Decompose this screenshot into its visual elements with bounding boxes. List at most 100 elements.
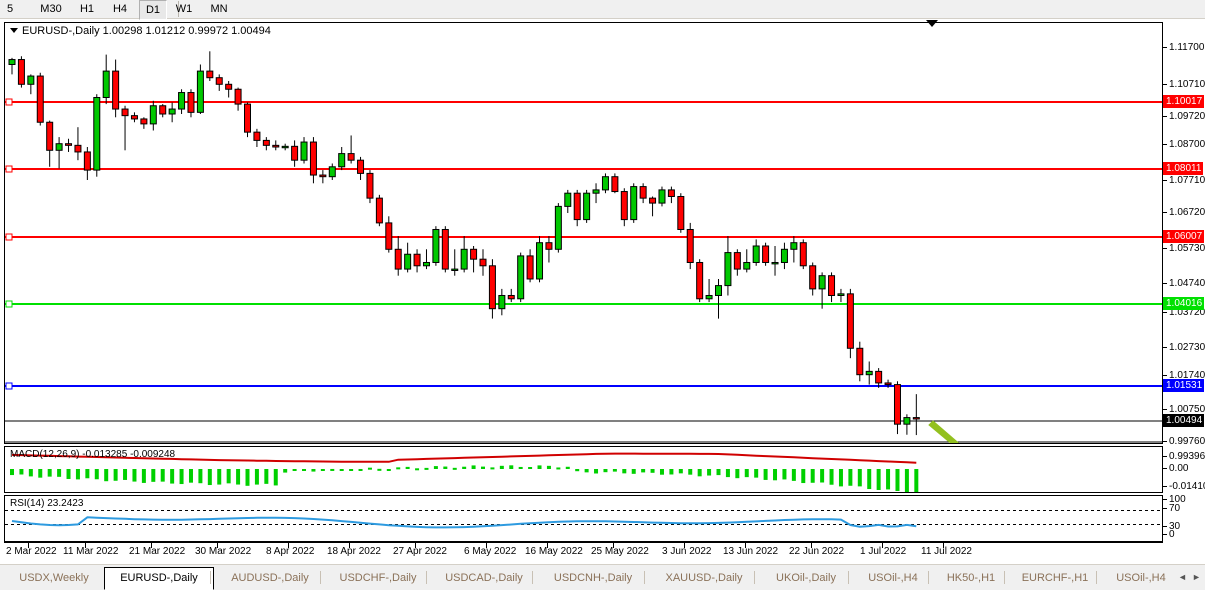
- macd-histogram-bar: [575, 469, 580, 472]
- chart-tab-usdx-weekly[interactable]: USDX,Weekly: [19, 572, 89, 584]
- candlestick: [17, 56, 25, 88]
- candlestick: [112, 59, 120, 118]
- level-price-badge-resistance[interactable]: 1.10017: [1163, 95, 1205, 108]
- chart-tab-hk50-h1[interactable]: HK50-,H1: [946, 572, 996, 584]
- price-chart-panel[interactable]: [4, 22, 1163, 444]
- macd-histogram-bar: [641, 469, 646, 473]
- candlestick: [865, 361, 873, 385]
- macd-signal-line: [11, 452, 917, 464]
- price-tick-label: 0.99760: [1163, 436, 1205, 447]
- price-tick-label: 1.05730: [1163, 243, 1205, 254]
- level-handle[interactable]: [5, 233, 13, 241]
- candlestick: [451, 249, 459, 276]
- macd-histogram-bar: [415, 468, 420, 471]
- macd-histogram-bar: [528, 467, 533, 470]
- tick-value: 1.11700: [1169, 42, 1205, 53]
- macd-histogram-bar: [405, 466, 410, 469]
- time-tick-mark: [811, 543, 812, 548]
- chart-tab-audusd-daily[interactable]: AUDUSD-,Daily: [231, 572, 309, 584]
- level-handle[interactable]: [5, 98, 13, 106]
- collapse-caret-icon[interactable]: [10, 28, 18, 33]
- down-right-arrow-icon[interactable]: [928, 420, 985, 443]
- candlestick: [102, 54, 110, 105]
- macd-histogram-bar: [565, 466, 570, 469]
- tab-scroll-left-icon[interactable]: ◄: [1178, 572, 1187, 582]
- candlestick: [630, 183, 638, 223]
- chart-tab-ukoil-daily[interactable]: UKOil-,Daily: [776, 572, 836, 584]
- timeframe-button-m30[interactable]: M30: [40, 3, 62, 15]
- candlestick: [262, 137, 270, 151]
- level-price-badge-resistance[interactable]: 1.08011: [1163, 162, 1204, 175]
- candlestick-plot[interactable]: [5, 23, 1162, 443]
- macd-histogram-bar: [292, 469, 297, 471]
- candlestick: [649, 196, 657, 217]
- tick-mark: [1163, 374, 1167, 376]
- chart-tab-usoil-h4[interactable]: USOil-,H4: [1116, 572, 1166, 584]
- macd-indicator-panel[interactable]: MACD(12,26,9) -0.013285 -0.009248: [4, 446, 1163, 493]
- timeframe-button-5[interactable]: 5: [6, 3, 14, 15]
- candlestick: [903, 414, 911, 435]
- rsi-indicator-panel[interactable]: RSI(14) 23.2423: [4, 495, 1163, 542]
- macd-histogram-bar: [914, 469, 919, 492]
- macd-histogram-bar: [678, 469, 683, 474]
- timeframe-button-h4[interactable]: H4: [112, 3, 128, 15]
- timeframe-button-h1[interactable]: H1: [79, 3, 95, 15]
- price-scale[interactable]: 1.11700 1.10710 1.09720 1.08700 1.07710 1.067…: [1163, 22, 1205, 542]
- tab-separator: [320, 571, 321, 584]
- macd-histogram-bar: [725, 469, 730, 478]
- level-price-badge-support[interactable]: 1.04016: [1163, 297, 1205, 310]
- tick-mark: [1163, 247, 1167, 249]
- price-tick-label: 1.02730: [1163, 342, 1205, 353]
- chart-tab-usoil-h4[interactable]: USOil-,H4: [868, 572, 918, 584]
- macd-histogram-bar: [490, 467, 495, 470]
- level-price-badge-pivot[interactable]: 1.01531: [1163, 379, 1205, 392]
- candlestick: [366, 170, 374, 204]
- rsi-scale-label: 30: [1163, 521, 1180, 532]
- chart-tab-usdcad-daily[interactable]: USDCAD-,Daily: [445, 572, 523, 584]
- macd-histogram-bar: [283, 469, 288, 473]
- candlestick: [601, 173, 609, 194]
- level-handle[interactable]: [5, 165, 13, 173]
- object-marker-icon[interactable]: [926, 20, 938, 27]
- candlestick: [620, 188, 628, 227]
- timeframe-button-w1[interactable]: W1: [175, 3, 193, 15]
- price-tick-label: 1.06720: [1163, 207, 1205, 218]
- chart-tab-eurchf-h1[interactable]: EURCHF-,H1: [1021, 572, 1089, 584]
- chart-tab-usdchf-daily[interactable]: USDCHF-,Daily: [339, 572, 417, 584]
- level-handle[interactable]: [5, 382, 13, 390]
- chart-tab-eurusd-daily[interactable]: EURUSD-,Daily: [104, 567, 214, 590]
- chart-header-label: EURUSD-,Daily 1.00298 1.01212 0.99972 1.…: [10, 25, 271, 37]
- tab-separator: [754, 571, 755, 584]
- candlestick: [272, 140, 280, 151]
- candlestick: [479, 249, 487, 276]
- timeframe-button-mn[interactable]: MN: [210, 3, 228, 15]
- candlestick: [818, 272, 826, 309]
- candlestick: [140, 117, 148, 129]
- timeframe-button-d1[interactable]: D1: [139, 0, 167, 20]
- tick-mark: [1163, 408, 1167, 410]
- candlestick: [394, 236, 402, 276]
- time-scale[interactable]: 2 Mar 2022 11 Mar 2022 21 Mar 2022 30 Mar 2…: [4, 542, 1163, 564]
- level-price-badge-current[interactable]: 1.00494: [1163, 414, 1205, 427]
- chart-tab-usdcnh-daily[interactable]: USDCNH-,Daily: [553, 572, 633, 584]
- tick-mark: [1163, 311, 1167, 313]
- macd-plot: [10, 452, 919, 492]
- level-handle[interactable]: [5, 300, 13, 308]
- time-tick-label: 6 May 2022: [464, 546, 517, 557]
- tick-mark: [1163, 485, 1167, 487]
- price-tick-label: 1.11700: [1163, 42, 1204, 53]
- time-tick-label: 11 Jul 2022: [921, 546, 972, 557]
- macd-histogram-bar: [631, 469, 636, 474]
- price-tick-label: 1.09720: [1163, 111, 1205, 122]
- level-price-badge-resistance[interactable]: 1.06007: [1163, 230, 1205, 243]
- candlestick: [752, 239, 760, 266]
- macd-scale-label: 0.00: [1163, 463, 1188, 474]
- macd-histogram-bar: [857, 469, 862, 487]
- tab-scroll-right-icon[interactable]: ►: [1192, 572, 1201, 582]
- candlestick: [856, 341, 864, 382]
- candlestick: [309, 137, 317, 184]
- tick-value: 1.09720: [1169, 111, 1205, 122]
- chart-tab-xauusd-daily[interactable]: XAUUSD-,Daily: [665, 572, 743, 584]
- tick-value: 0.99760: [1169, 436, 1205, 447]
- tick-mark: [1163, 46, 1167, 48]
